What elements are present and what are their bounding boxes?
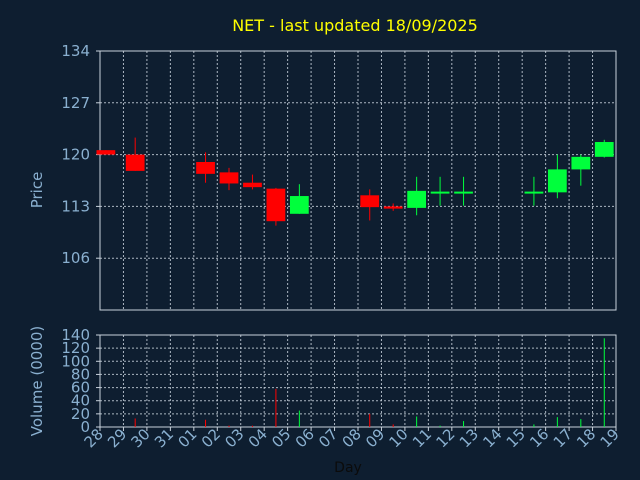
candle-body bbox=[219, 172, 239, 184]
candle-body bbox=[594, 142, 614, 157]
x-tick-label: 04 bbox=[245, 425, 271, 451]
x-tick-label: 03 bbox=[221, 425, 247, 451]
volume-tick-label: 0 bbox=[80, 418, 90, 436]
volume-tick-label: 20 bbox=[71, 405, 90, 423]
candle-body bbox=[266, 188, 286, 222]
candle-body bbox=[524, 191, 544, 194]
x-tick-label: 30 bbox=[128, 425, 154, 451]
candle-body bbox=[571, 156, 591, 170]
x-tick-label: 08 bbox=[339, 425, 365, 451]
x-tick-label: 18 bbox=[573, 425, 599, 451]
price-tick-label: 106 bbox=[61, 249, 90, 267]
candle-body bbox=[407, 190, 427, 208]
x-tick-label: 02 bbox=[198, 425, 224, 451]
x-tick-label: 11 bbox=[409, 425, 435, 451]
x-tick-label: 17 bbox=[550, 425, 576, 451]
candle-body bbox=[383, 206, 403, 209]
x-tick-label: 29 bbox=[104, 425, 130, 451]
price-tick-label: 134 bbox=[61, 42, 90, 60]
price-tick-label: 120 bbox=[61, 146, 90, 164]
x-tick-label: 15 bbox=[503, 425, 529, 451]
candle-body bbox=[430, 191, 450, 194]
volume-tick-label: 40 bbox=[71, 392, 90, 410]
volume-tick-label: 140 bbox=[61, 326, 90, 344]
price-frame bbox=[99, 50, 617, 311]
chart-title: NET - last updated 18/09/2025 bbox=[232, 16, 478, 35]
candle-body bbox=[125, 154, 145, 171]
candle-body bbox=[196, 162, 215, 174]
candle-body bbox=[454, 191, 473, 194]
volume-bars bbox=[134, 338, 605, 427]
x-ticks: 2829303101020304050607080910111213141516… bbox=[81, 425, 623, 451]
price-y-ticks: 106 113 120 127 134 bbox=[61, 42, 100, 267]
candle-body bbox=[360, 195, 380, 208]
x-axis-label: Day bbox=[334, 460, 362, 476]
volume-axis-label: Volume (0000) bbox=[28, 326, 46, 436]
x-tick-label: 16 bbox=[526, 425, 552, 451]
x-tick-label: 19 bbox=[597, 425, 623, 451]
x-tick-label: 14 bbox=[479, 425, 505, 451]
x-tick-label: 06 bbox=[292, 425, 318, 451]
x-tick-label: 13 bbox=[456, 425, 482, 451]
candle-body bbox=[243, 182, 262, 188]
candles bbox=[96, 137, 614, 226]
volume-tick-label: 120 bbox=[61, 339, 90, 357]
volume-grid bbox=[100, 334, 616, 428]
candle-body bbox=[96, 150, 116, 155]
price-tick-label: 127 bbox=[61, 94, 90, 112]
candle-body bbox=[547, 169, 567, 193]
x-tick-label: 09 bbox=[362, 425, 388, 451]
x-tick-label: 10 bbox=[386, 425, 412, 451]
volume-tick-label: 100 bbox=[61, 352, 90, 370]
candle-body bbox=[289, 196, 309, 214]
volume-tick-label: 80 bbox=[71, 365, 90, 383]
x-tick-label: 31 bbox=[151, 425, 177, 451]
price-axis-label: Price bbox=[28, 172, 46, 209]
volume-tick-label: 60 bbox=[71, 379, 90, 397]
x-tick-label: 12 bbox=[432, 425, 458, 451]
x-tick-label: 05 bbox=[268, 425, 294, 451]
price-grid bbox=[100, 50, 616, 310]
x-tick-label: 01 bbox=[174, 425, 200, 451]
x-tick-label: 07 bbox=[315, 425, 341, 451]
price-tick-label: 113 bbox=[61, 197, 90, 215]
